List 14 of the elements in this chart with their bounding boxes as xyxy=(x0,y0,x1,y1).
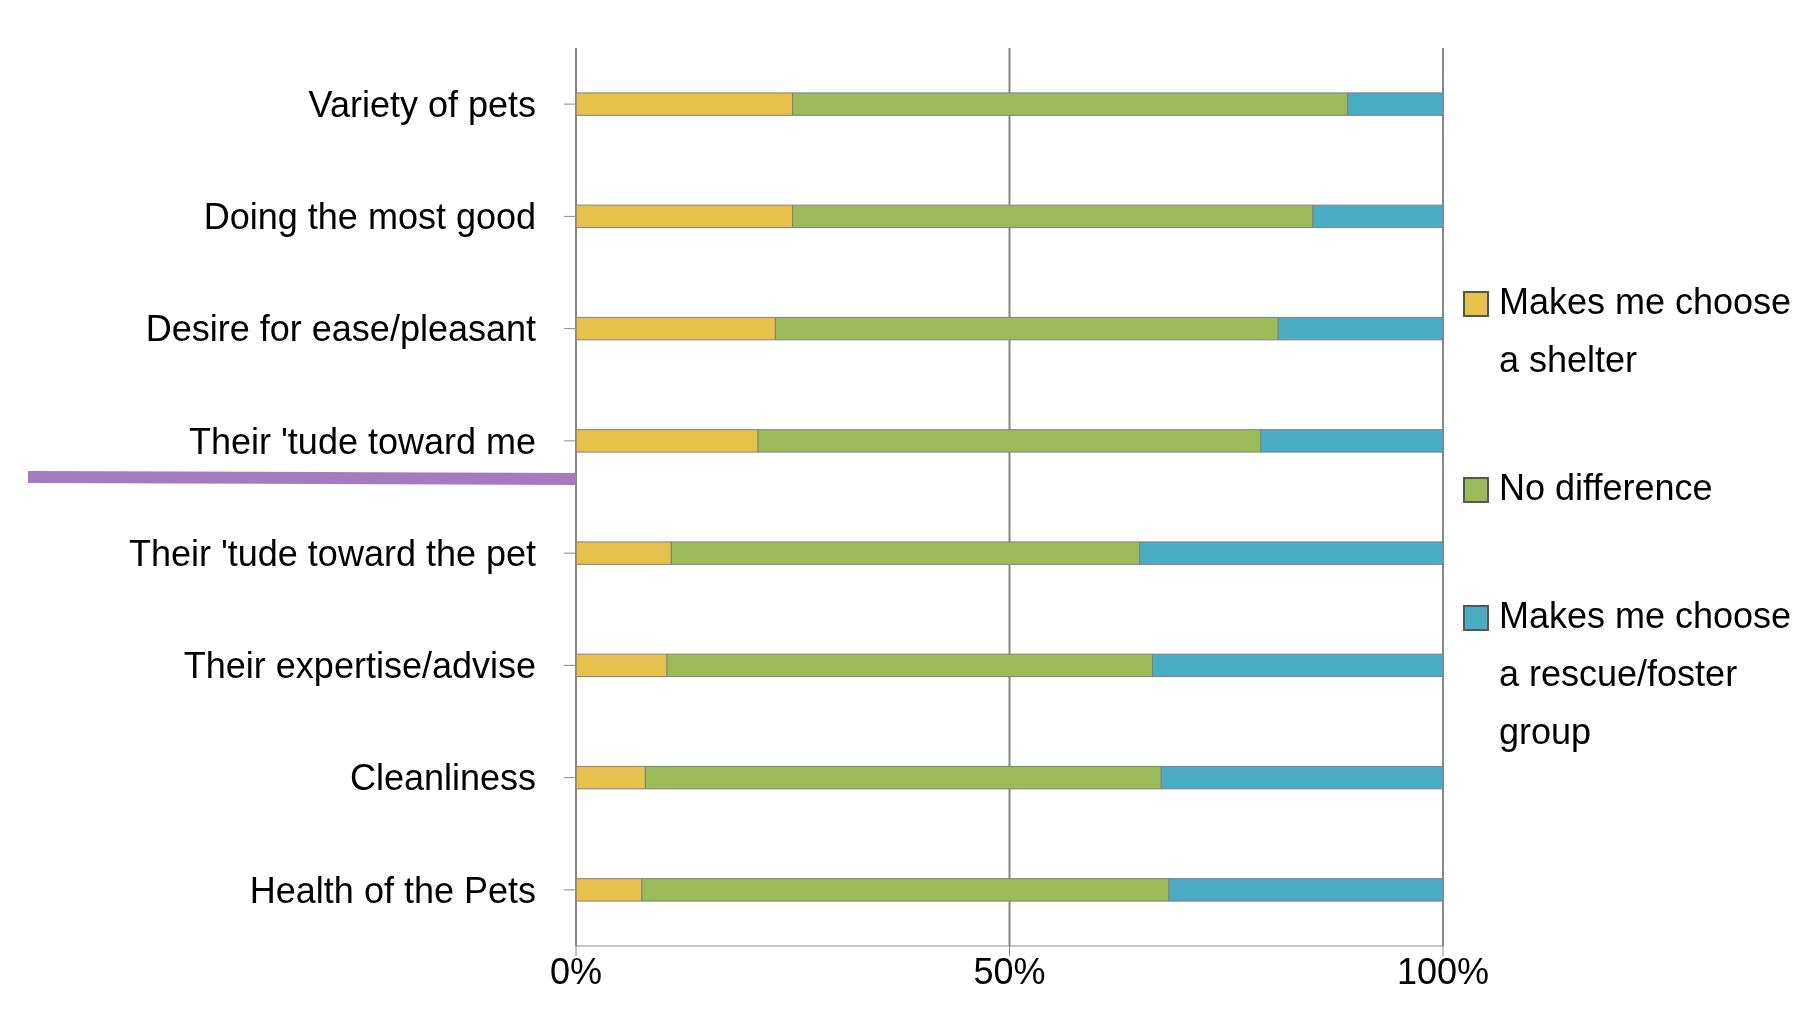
y-tick-label: Their expertise/advise xyxy=(183,645,536,687)
x-tick-label: 50% xyxy=(973,950,1046,992)
y-tick-label: Desire for ease/pleasant xyxy=(145,308,536,350)
legend-label: Makes me choose a shelter xyxy=(1499,280,1793,382)
x-tick-label: 100% xyxy=(1396,950,1490,992)
legend-label: Makes me choose a rescue/foster group xyxy=(1499,594,1793,754)
y-tick-label: Cleanliness xyxy=(349,757,536,799)
y-tick-label: Doing the most good xyxy=(203,196,536,238)
y-tick-label: Variety of pets xyxy=(308,83,536,125)
y-tick-label: Health of the Pets xyxy=(249,869,536,911)
y-tick-label: Their 'tude toward the pet xyxy=(128,532,536,574)
x-tick-label: 0% xyxy=(549,950,603,992)
legend-label: No difference xyxy=(1499,466,1713,510)
y-tick-label: Their 'tude toward me xyxy=(188,420,536,462)
